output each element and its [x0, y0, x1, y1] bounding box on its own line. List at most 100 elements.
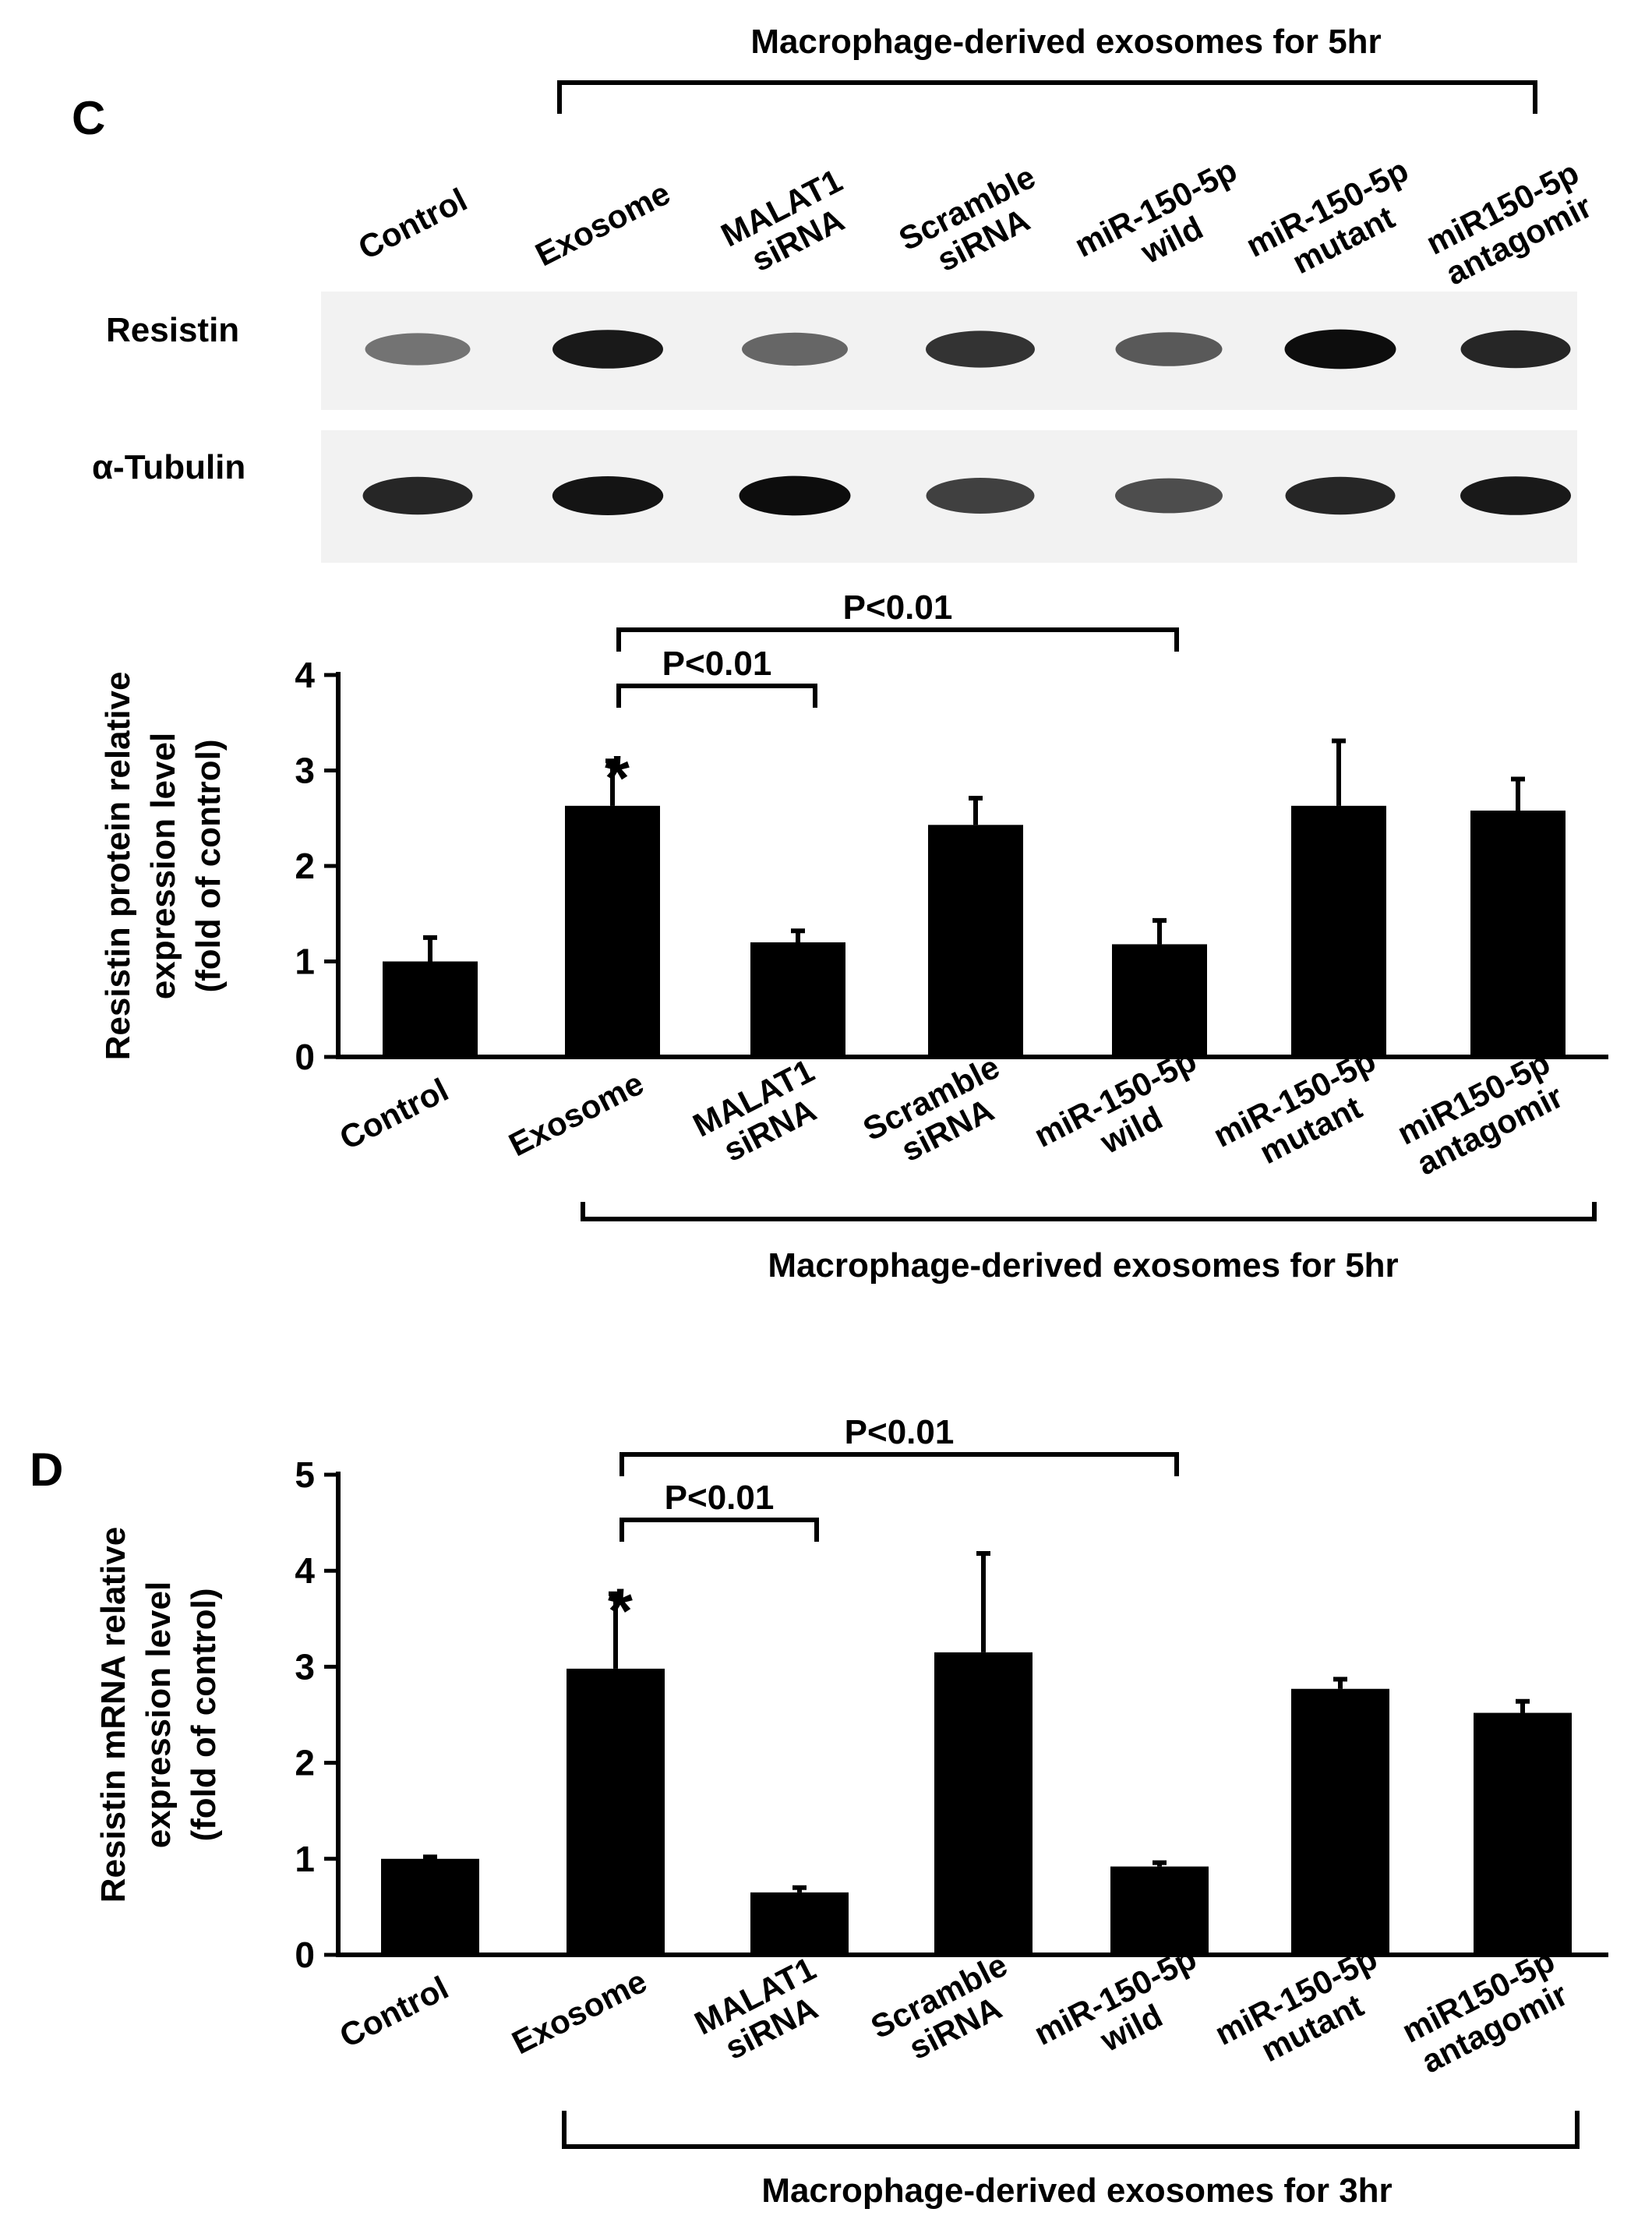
- blot-band: [365, 333, 471, 366]
- blot-band: [1115, 332, 1223, 366]
- y-axis-label-line: Resistin protein relative: [99, 672, 137, 1061]
- x-tick-label: Exosome: [503, 1065, 650, 1164]
- blot-band: [1285, 476, 1396, 515]
- protein-bottom-bracket-label: Macrophage-derived exosomes for 5hr: [768, 1246, 1398, 1285]
- x-tick-label: Exosome: [507, 1963, 653, 2062]
- protein-y-axis-label: Resistin protein relative expression leve…: [99, 672, 228, 1061]
- x-tick-label: miR150-5pantagomir: [1392, 1044, 1572, 1183]
- blot-band: [1115, 478, 1223, 514]
- protein-significance-brackets: P<0.01 P<0.01: [616, 588, 1179, 708]
- y-tick-label: 5: [295, 1454, 315, 1495]
- protein-expression-chart: Resistin protein relative expression leve…: [99, 588, 1608, 1285]
- x-tick-label: miR-150-5pmutant: [1207, 1041, 1397, 1186]
- blot-lane-label: ScramblesiRNA: [893, 158, 1057, 290]
- significance-bracket: [620, 1518, 819, 1542]
- blot-band: [1460, 476, 1571, 515]
- bar: [381, 1858, 479, 1955]
- blot-band: [552, 330, 663, 369]
- blot-label-resistin: Resistin: [106, 311, 239, 349]
- x-tick-label: MALAT1siRNA: [689, 1950, 838, 2074]
- x-tick-label: miR-150-5pwild: [1028, 1041, 1218, 1186]
- mrna-x-tick-labels: Control Exosome MALAT1siRNA ScramblesiRNA mi…: [334, 1939, 1576, 2084]
- y-tick-label: 3: [295, 751, 315, 791]
- y-tick-label: 1: [295, 942, 315, 982]
- bar: [1291, 805, 1386, 1057]
- blot-label-tubulin: α-Tubulin: [92, 448, 245, 486]
- mrna-bottom-bracket: [562, 2111, 1580, 2149]
- bar: [750, 1892, 849, 1955]
- x-tick-label: miR-150-5pwild: [1028, 1939, 1218, 2084]
- blot-band: [552, 475, 664, 516]
- mrna-expression-chart: D Resistin mRNA relative expression level…: [30, 1413, 1608, 2210]
- x-tick-label: Control: [334, 1969, 454, 2055]
- x-tick-label: ScramblesiRNA: [865, 1946, 1029, 2078]
- x-tick-label: miR150-5pantagomir: [1396, 1942, 1576, 2081]
- y-tick-label: 4: [295, 655, 315, 695]
- blot-band: [739, 475, 851, 516]
- significance-label: P<0.01: [662, 645, 772, 683]
- significance-star: *: [608, 1576, 633, 1647]
- mrna-y-axis-label: Resistin mRNA relative expression level (f…: [94, 1527, 223, 1903]
- x-tick-label: MALAT1siRNA: [687, 1052, 836, 1176]
- bar: [928, 825, 1023, 1057]
- significance-star: *: [605, 743, 630, 814]
- bar: [1470, 810, 1566, 1057]
- y-tick-label: 4: [295, 1550, 315, 1591]
- top-bracket-label: Macrophage-derived exosomes for 5hr: [750, 23, 1381, 61]
- blot-band: [742, 332, 848, 366]
- bar: [1112, 944, 1207, 1057]
- bar: [567, 1668, 665, 1955]
- y-tick-label: 3: [295, 1646, 315, 1687]
- blot-lane-label: miR150-5pantagomir: [1421, 154, 1601, 293]
- x-tick-label: miR-150-5pmutant: [1209, 1939, 1399, 2084]
- bar: [1291, 1688, 1389, 1955]
- protein-bars: *: [383, 738, 1566, 1057]
- bar: [934, 1652, 1032, 1955]
- significance-bracket: [620, 1452, 1179, 1476]
- panel-c-letter: C: [72, 92, 105, 144]
- bar: [750, 942, 845, 1057]
- x-tick-label: ScramblesiRNA: [857, 1048, 1022, 1180]
- bar: [1110, 1866, 1209, 1955]
- protein-bottom-bracket: [581, 1202, 1597, 1221]
- significance-bracket: [616, 627, 1179, 652]
- top-bracket: [557, 80, 1537, 114]
- protein-x-tick-labels: Control Exosome MALAT1siRNA ScramblesiRNA mi…: [334, 1041, 1572, 1186]
- mrna-bottom-bracket-label: Macrophage-derived exosomes for 3hr: [761, 2172, 1392, 2210]
- y-axis-label-line: (fold of control): [189, 739, 228, 992]
- blot-lane-label: MALAT1siRNA: [715, 162, 864, 286]
- blot-lane-label: miR-150-5pwild: [1068, 151, 1258, 296]
- significance-label: P<0.01: [845, 1413, 955, 1451]
- y-axis-label-line: Resistin mRNA relative: [94, 1527, 132, 1903]
- blot-lane-label: Control: [352, 181, 472, 267]
- y-tick-label: 1: [295, 1839, 315, 1879]
- blot-band: [1460, 330, 1571, 369]
- y-tick-label: 0: [295, 1037, 315, 1077]
- blot-band: [926, 330, 1035, 368]
- significance-label: P<0.01: [843, 588, 953, 627]
- bar: [383, 961, 478, 1057]
- y-tick-label: 2: [295, 846, 315, 886]
- x-tick-label: Control: [334, 1071, 454, 1157]
- blot-lane-label: miR-150-5pmutant: [1240, 151, 1430, 296]
- significance-label: P<0.01: [665, 1479, 775, 1517]
- y-axis-label-line: (fold of control): [185, 1588, 223, 1841]
- western-blot-panel: C Macrophage-derived exosomes for 5hr Co…: [72, 23, 1601, 563]
- y-tick-label: 2: [295, 1743, 315, 1783]
- blot-lane-labels: Control Exosome MALAT1siRNA ScramblesiRNA mi…: [352, 151, 1601, 296]
- y-tick-label: 0: [295, 1935, 315, 1975]
- blot-band: [1284, 329, 1396, 369]
- blot-band: [926, 478, 1035, 514]
- blot-bands: [362, 329, 1571, 516]
- panel-d-letter: D: [30, 1444, 63, 1496]
- bar: [565, 805, 660, 1057]
- significance-bracket: [616, 684, 817, 708]
- y-axis-label-line: expression level: [144, 733, 182, 999]
- mrna-bars: *: [381, 1551, 1572, 1955]
- y-axis-label-line: expression level: [139, 1581, 178, 1848]
- mrna-significance-brackets: P<0.01 P<0.01: [620, 1413, 1179, 1542]
- bar: [1474, 1712, 1572, 1955]
- blot-band: [362, 476, 473, 515]
- blot-lane-label: Exosome: [530, 175, 676, 274]
